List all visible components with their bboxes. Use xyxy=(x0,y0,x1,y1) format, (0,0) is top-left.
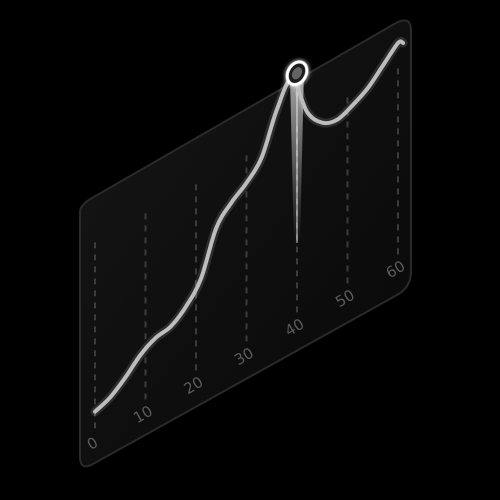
peak-marker-inner xyxy=(291,67,303,80)
series-layer xyxy=(90,36,408,417)
highlight-beam-layer xyxy=(290,69,304,245)
marker-layer xyxy=(285,60,309,87)
series-line xyxy=(93,39,406,414)
peak-marker xyxy=(285,60,309,87)
